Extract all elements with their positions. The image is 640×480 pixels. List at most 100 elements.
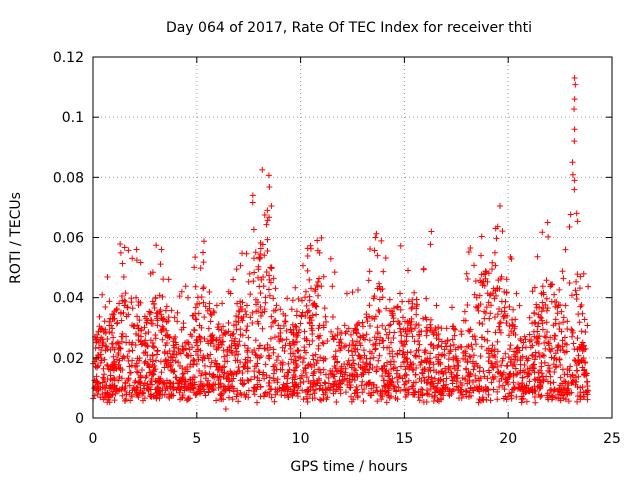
data-point (275, 322, 282, 329)
data-point (316, 385, 323, 392)
data-point (251, 269, 258, 276)
data-point (303, 337, 310, 344)
data-point (191, 264, 198, 271)
data-point (237, 326, 244, 333)
data-point (578, 328, 585, 335)
data-point (506, 371, 513, 378)
data-point (334, 325, 341, 332)
data-point (547, 334, 554, 341)
data-point (434, 344, 441, 351)
data-point (121, 354, 128, 361)
data-point (425, 358, 432, 365)
data-point (96, 313, 103, 320)
data-point (189, 383, 196, 390)
data-point (160, 315, 167, 322)
data-point (301, 328, 308, 335)
data-point (533, 334, 540, 341)
data-point (233, 266, 240, 273)
data-point (571, 126, 578, 133)
data-point (511, 361, 518, 368)
data-point (488, 360, 495, 367)
data-point (183, 397, 190, 404)
data-point (508, 389, 515, 396)
data-point (459, 382, 466, 389)
data-point (355, 352, 362, 359)
data-point (489, 374, 496, 381)
data-point (440, 370, 447, 377)
data-point (531, 284, 538, 291)
data-point (122, 290, 129, 297)
data-point (307, 314, 314, 321)
data-point (444, 338, 451, 345)
data-point (252, 337, 259, 344)
data-point (306, 276, 313, 283)
data-point (532, 388, 539, 395)
data-point (487, 397, 494, 404)
data-point (249, 320, 256, 327)
data-point (337, 336, 344, 343)
data-point (368, 350, 375, 357)
data-point (283, 380, 290, 387)
data-point (427, 350, 434, 357)
data-point (313, 303, 320, 310)
x-tick-label: 25 (603, 431, 621, 447)
data-point (268, 394, 275, 401)
data-point (213, 363, 220, 370)
data-point (404, 324, 411, 331)
data-point (289, 297, 296, 304)
data-point (560, 275, 567, 282)
data-point (546, 365, 553, 372)
data-point (492, 262, 499, 269)
data-point (195, 310, 202, 317)
data-point (386, 307, 393, 314)
data-point (154, 390, 161, 397)
data-point (551, 332, 558, 339)
data-point (464, 358, 471, 365)
data-point (131, 379, 138, 386)
data-point (467, 354, 474, 361)
data-point (460, 317, 467, 324)
data-point (463, 270, 470, 277)
data-point (373, 336, 380, 343)
data-point (238, 392, 245, 399)
data-point (366, 361, 373, 368)
data-point (309, 337, 316, 344)
data-point (449, 304, 456, 311)
data-point (450, 341, 457, 348)
data-point (119, 392, 126, 399)
data-point (208, 359, 215, 366)
data-point (128, 391, 135, 398)
data-point (215, 321, 222, 328)
data-point (423, 295, 430, 302)
data-point (524, 366, 531, 373)
data-point (343, 328, 350, 335)
data-point (545, 338, 552, 345)
data-point (245, 334, 252, 341)
data-point (477, 252, 484, 259)
data-point (539, 229, 546, 236)
data-point (134, 392, 141, 399)
data-point (571, 106, 578, 113)
data-point (261, 345, 268, 352)
data-point (325, 374, 332, 381)
data-point (229, 371, 236, 378)
data-point (377, 286, 384, 293)
data-point (264, 236, 271, 243)
data-point (372, 234, 379, 241)
data-point (352, 326, 359, 333)
data-point (543, 277, 550, 284)
data-point (129, 305, 136, 312)
data-point (170, 338, 177, 345)
data-point (394, 318, 401, 325)
data-point (156, 292, 163, 299)
data-point (557, 374, 564, 381)
data-point (185, 384, 192, 391)
data-point (221, 358, 228, 365)
data-point (220, 347, 227, 354)
data-point (374, 329, 381, 336)
data-point (442, 365, 449, 372)
data-point (484, 290, 491, 297)
data-point (379, 372, 386, 379)
data-point (194, 342, 201, 349)
data-point (137, 259, 144, 266)
